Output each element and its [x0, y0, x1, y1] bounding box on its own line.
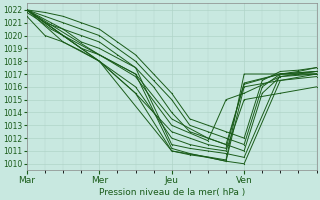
X-axis label: Pression niveau de la mer( hPa ): Pression niveau de la mer( hPa ) [99, 188, 245, 197]
